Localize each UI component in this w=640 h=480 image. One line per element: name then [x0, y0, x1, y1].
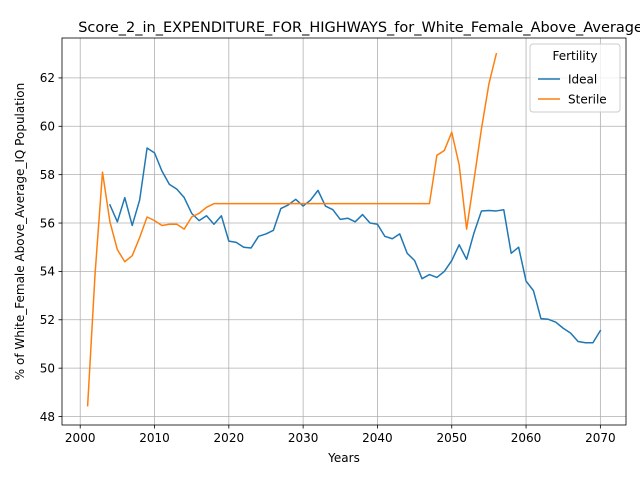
y-tick-label: 58	[40, 168, 55, 182]
legend-title: Fertility	[552, 49, 597, 63]
y-tick-label: 60	[40, 120, 55, 134]
plot-frame	[61, 37, 627, 426]
y-tick-label: 50	[40, 361, 55, 375]
series-line-sterile	[86, 52, 498, 407]
x-axis-label: Years	[327, 451, 360, 465]
y-tick-label: 54	[40, 265, 55, 279]
legend-items: Ideal Sterile	[538, 72, 607, 106]
x-tick-label: 2010	[139, 431, 170, 445]
legend-label-sterile: Sterile	[568, 92, 607, 106]
x-tick-label: 2030	[288, 431, 319, 445]
x-tick-label: 2050	[436, 431, 467, 445]
series-layer	[86, 52, 602, 407]
legend-label-ideal: Ideal	[568, 72, 597, 86]
y-tick-label: 56	[40, 216, 55, 230]
y-tick-label: 52	[40, 313, 55, 327]
x-tick-label: 2000	[65, 431, 96, 445]
series-line-ideal	[108, 147, 602, 344]
ticks: 2000 2010 2020 2030 2040 2050 2060 2070 48 50 52 54…	[40, 71, 616, 445]
y-axis-label: % of White_Female Above_Average_IQ Popul…	[13, 83, 27, 380]
y-tick-label: 48	[40, 410, 55, 424]
legend-box	[529, 43, 621, 113]
x-tick-label: 2070	[585, 431, 616, 445]
x-tick-label: 2060	[511, 431, 542, 445]
chart-title: Score_2_in_EXPENDITURE_FOR_HIGHWAYS_for_…	[78, 20, 640, 36]
y-tick-label: 62	[40, 71, 55, 85]
legend: Fertility Ideal Sterile	[529, 43, 621, 113]
x-tick-label: 2040	[362, 431, 393, 445]
x-tick-label: 2020	[214, 431, 245, 445]
